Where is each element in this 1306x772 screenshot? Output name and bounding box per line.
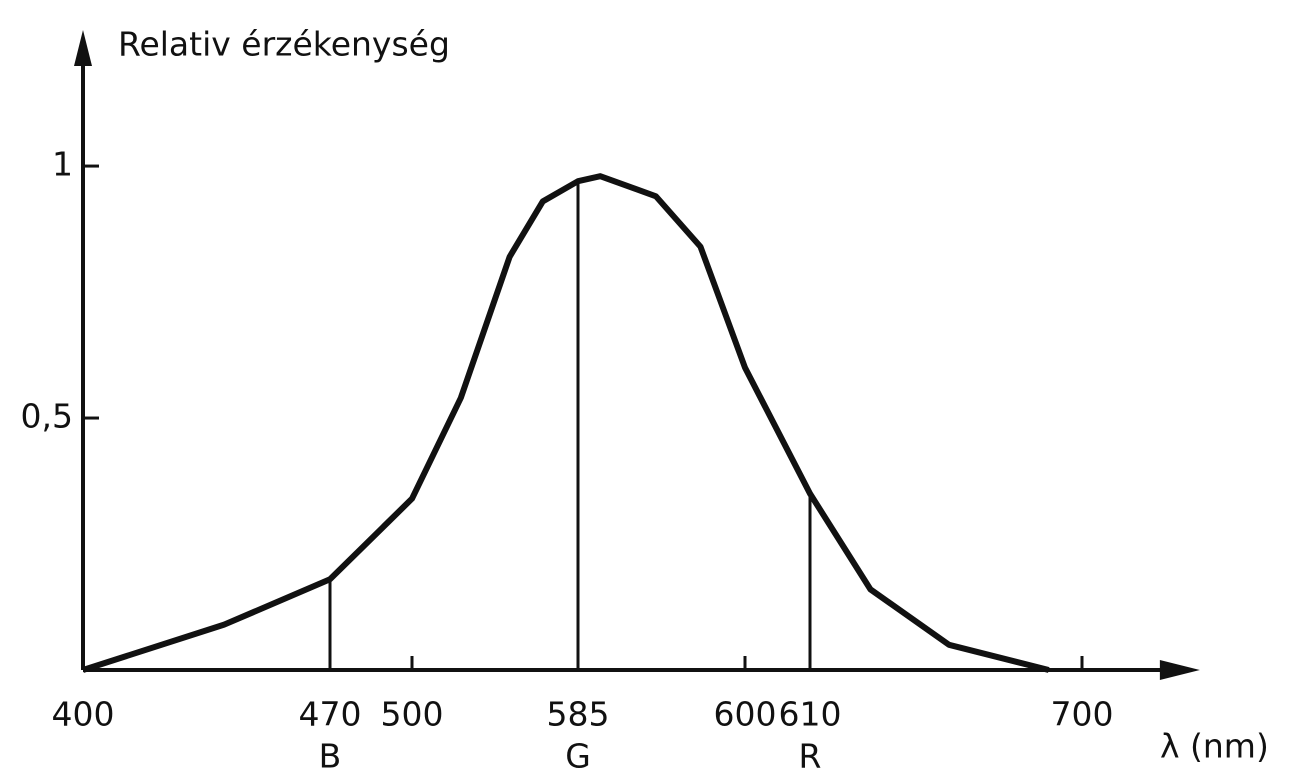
y-tick-label: 0,5 xyxy=(21,397,73,436)
x-axis-arrow xyxy=(1159,660,1200,680)
x-tick-label: 600 xyxy=(714,695,777,734)
x-tick-label: 610 xyxy=(779,695,842,734)
x-tick-label: 470 xyxy=(299,695,362,734)
marker-label: B xyxy=(319,737,342,772)
curve xyxy=(82,173,1050,673)
x-axis-label: λ (nm) xyxy=(1160,727,1269,766)
x-tick-label: 400 xyxy=(52,695,115,734)
marker-label: G xyxy=(565,737,591,772)
x-tick-label: 585 xyxy=(547,695,610,734)
x-tick-label: 500 xyxy=(381,695,444,734)
marker-label: R xyxy=(799,737,822,772)
x-tick-label: 700 xyxy=(1051,695,1114,734)
y-axis-arrow xyxy=(74,30,92,66)
y-tick-label: 1 xyxy=(52,145,73,184)
y-axis-label: Relativ érzékenység xyxy=(118,25,450,64)
